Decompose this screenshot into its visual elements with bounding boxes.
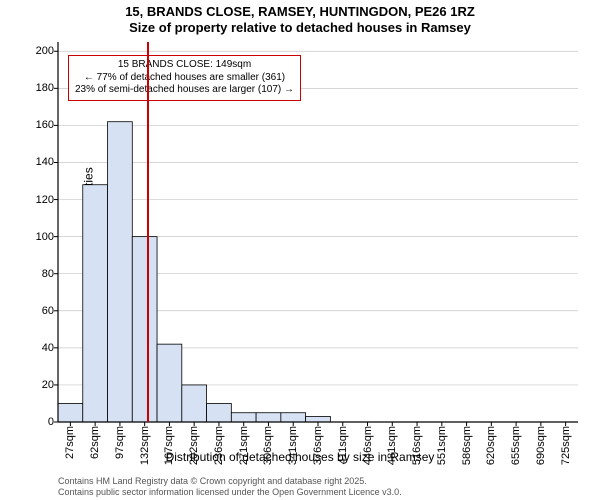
chart-page: 15, BRANDS CLOSE, RAMSEY, HUNTINGDON, PE… xyxy=(0,0,600,500)
y-tick-label: 0 xyxy=(14,416,54,428)
y-tick-label: 120 xyxy=(14,194,54,206)
plot-wrap: 15 BRANDS CLOSE: 149sqm ← 77% of detache… xyxy=(58,42,578,422)
y-tick-label: 20 xyxy=(14,379,54,391)
x-axis-label: Distribution of detached houses by size … xyxy=(0,450,600,464)
footer: Contains HM Land Registry data © Crown c… xyxy=(58,476,402,498)
y-tick-label: 180 xyxy=(14,82,54,94)
annotation-box: 15 BRANDS CLOSE: 149sqm ← 77% of detache… xyxy=(68,55,301,101)
y-tick-label: 40 xyxy=(14,342,54,354)
annotation-line-1: 15 BRANDS CLOSE: 149sqm xyxy=(75,59,294,72)
annotation-line-3: 23% of semi-detached houses are larger (… xyxy=(75,84,294,97)
annotation-line-2: ← 77% of detached houses are smaller (36… xyxy=(75,72,294,85)
y-tick-label: 100 xyxy=(14,231,54,243)
y-tick-label: 160 xyxy=(14,119,54,131)
y-tick-label: 80 xyxy=(14,268,54,280)
y-tick-label: 200 xyxy=(14,45,54,57)
y-tick-label: 60 xyxy=(14,305,54,317)
footer-line-1: Contains HM Land Registry data © Crown c… xyxy=(58,476,402,487)
marker-line xyxy=(147,42,149,422)
y-tick-label: 140 xyxy=(14,156,54,168)
footer-line-2: Contains public sector information licen… xyxy=(58,487,402,498)
